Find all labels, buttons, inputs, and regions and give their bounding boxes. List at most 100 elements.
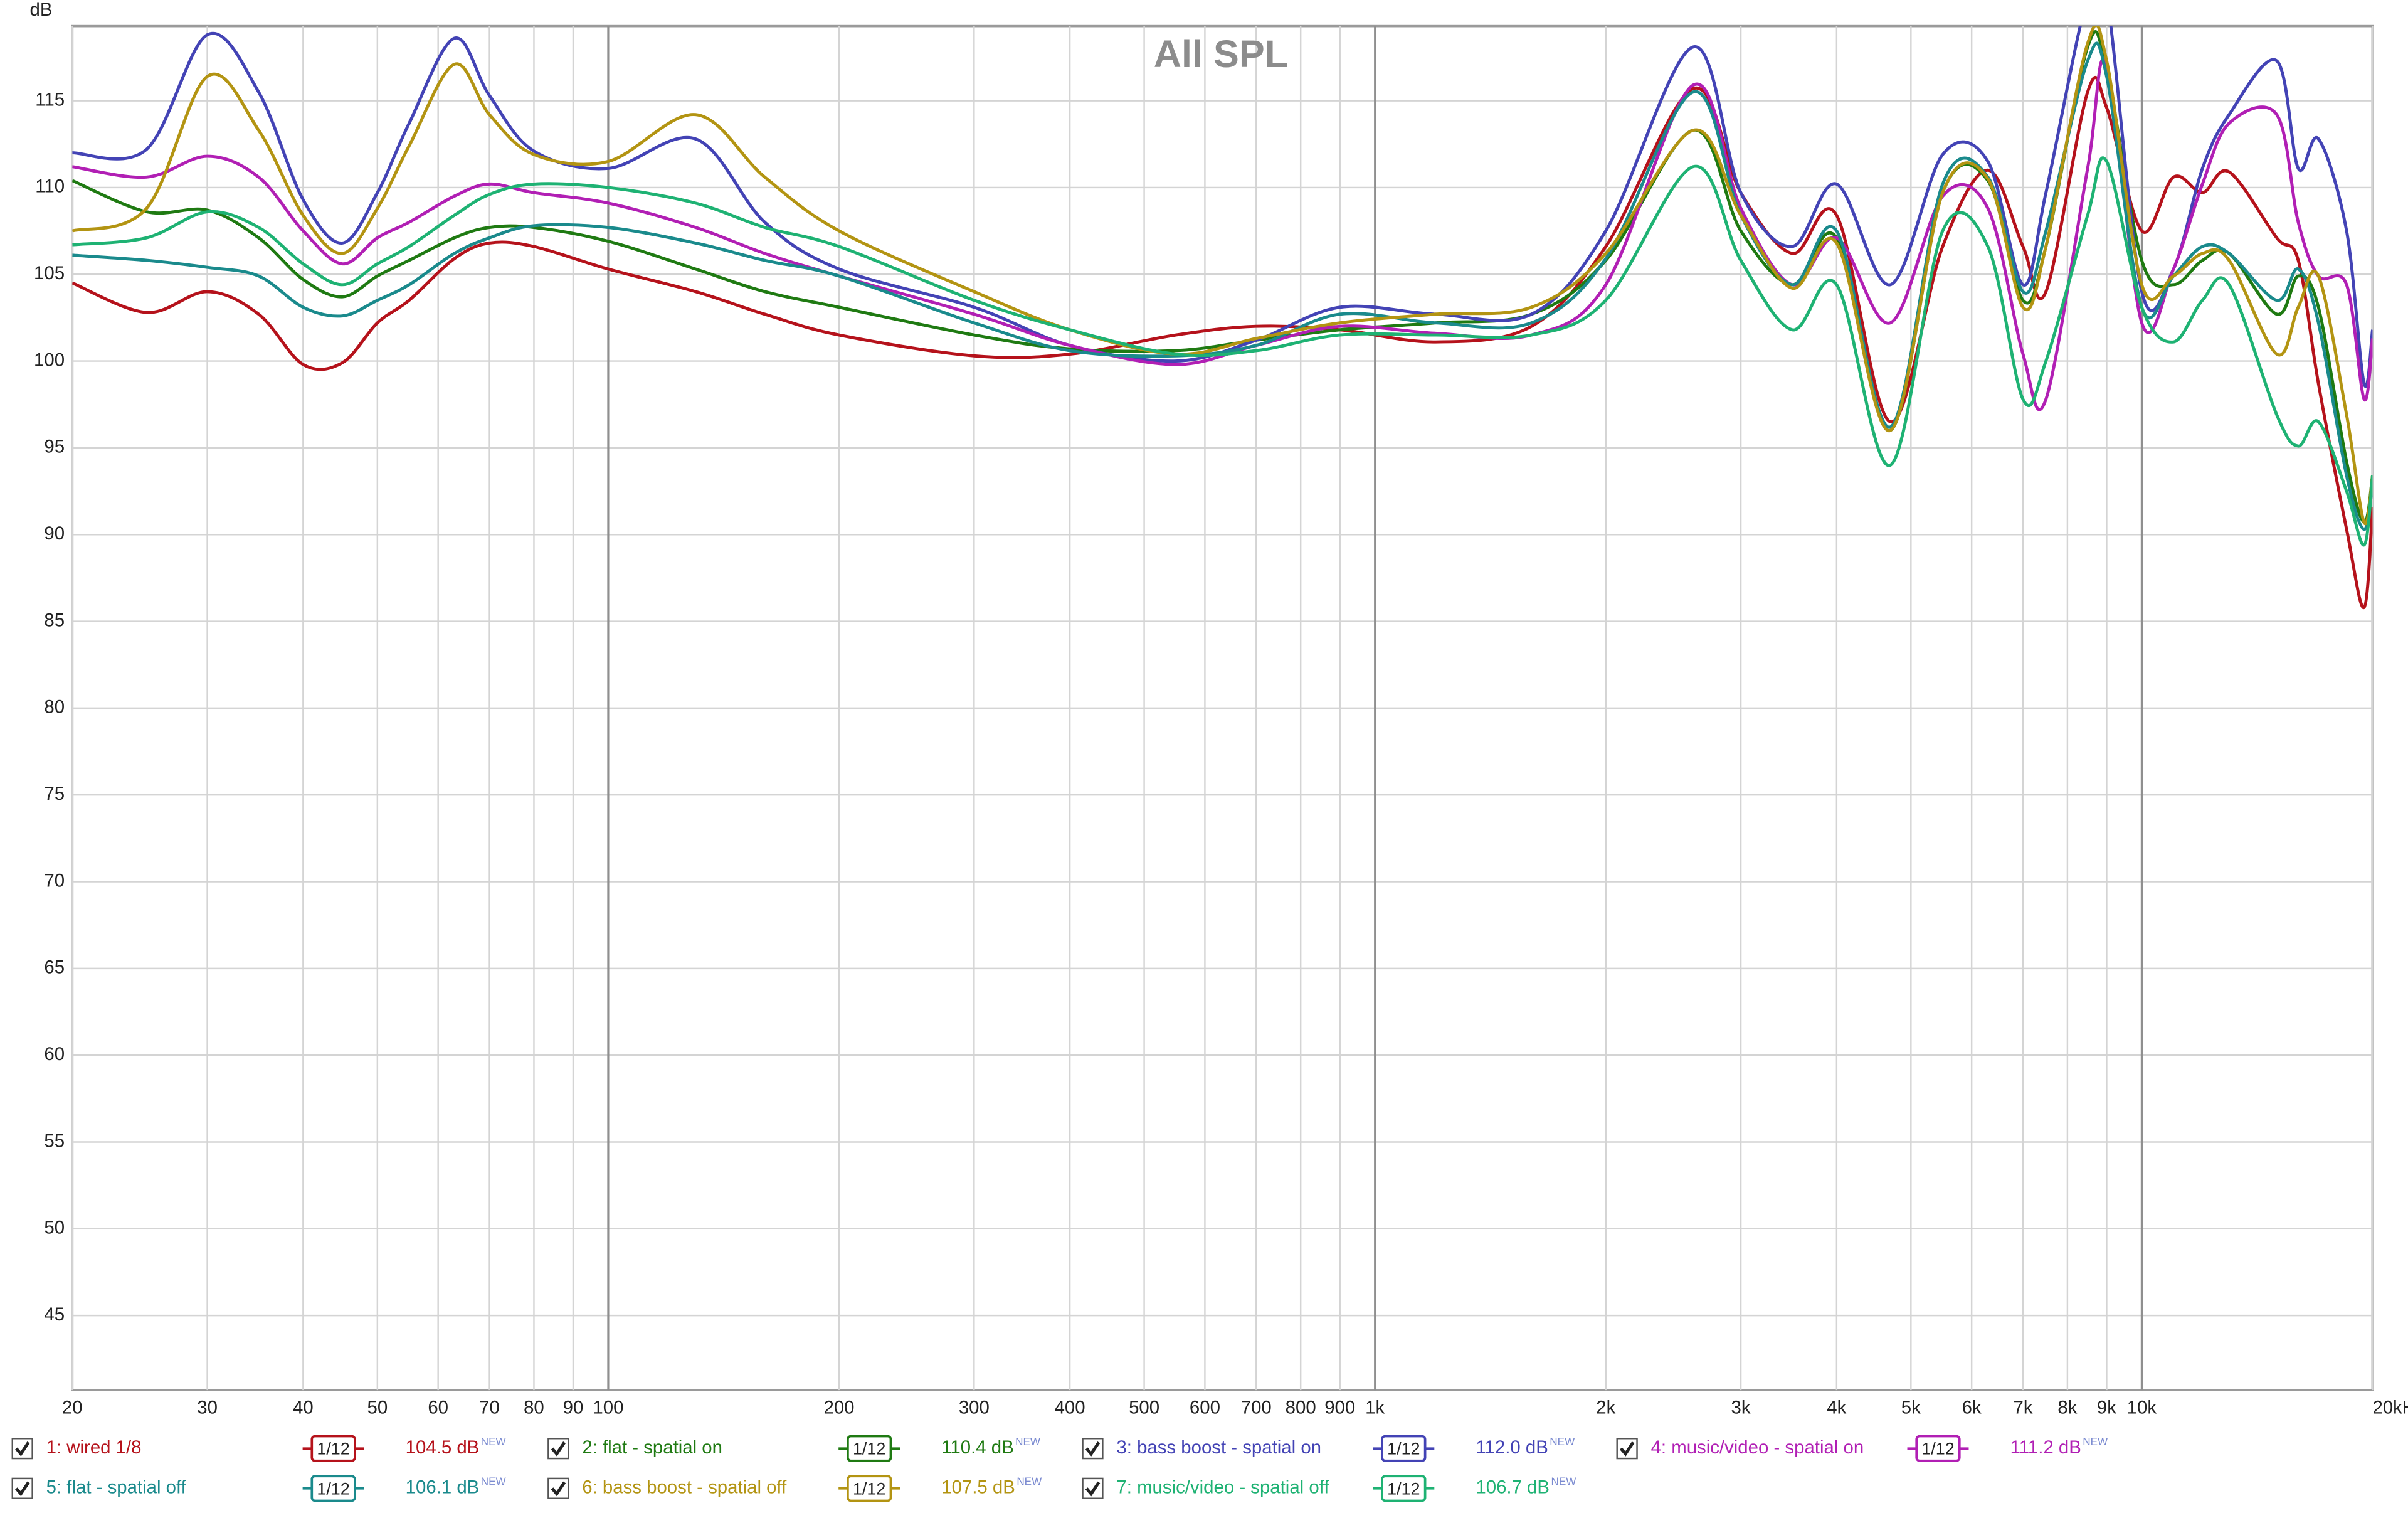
legend: 1: wired 1/8 1/12 104.5 dB NEW 2: flat - spa… — [11, 1435, 2108, 1502]
legend-level: 106.1 dB — [406, 1477, 480, 1498]
y-tick-label: 90 — [44, 523, 65, 544]
legend-item: 5: flat - spatial off 1/12 106.1 dB NEW — [11, 1475, 507, 1502]
legend-checkbox[interactable] — [547, 1438, 569, 1460]
x-tick-label: 200 — [824, 1397, 855, 1418]
smoothing-label: 1/12 — [1921, 1440, 1954, 1458]
x-tick-label: 700 — [1241, 1397, 1272, 1418]
legend-checkbox[interactable] — [1082, 1438, 1104, 1460]
x-tick-label: 10k — [2127, 1397, 2157, 1418]
x-tick-label: 6k — [1962, 1397, 1982, 1418]
x-tick-label: 400 — [1055, 1397, 1085, 1418]
y-tick-label: 75 — [44, 783, 65, 804]
legend-level: 112.0 dB — [1476, 1437, 1548, 1458]
x-tick-label: 90 — [563, 1397, 584, 1418]
y-tick-label: 50 — [44, 1218, 65, 1238]
y-unit: dB — [30, 0, 53, 20]
smoothing-box[interactable] — [310, 1435, 356, 1462]
x-tick-label: 60 — [428, 1397, 448, 1418]
x-tick-label: 8k — [2057, 1397, 2077, 1418]
legend-checkbox[interactable] — [547, 1477, 569, 1499]
smoothing-label: 1/12 — [1387, 1440, 1420, 1458]
x-tick-label: 1k — [1365, 1397, 1385, 1418]
x-tick-label: 20 — [62, 1397, 83, 1418]
legend-check — [1619, 1441, 1635, 1457]
legend-level: 111.2 dB — [2010, 1437, 2081, 1458]
x-tick-label: 600 — [1190, 1397, 1220, 1418]
legend-name: 1: wired 1/8 — [46, 1437, 142, 1458]
x-tick-label: 3k — [1731, 1397, 1751, 1418]
legend-check — [15, 1441, 30, 1457]
legend-item: 3: bass boost - spatial on 1/12 112.0 dB NE… — [1082, 1435, 1575, 1462]
legend-name: 5: flat - spatial off — [46, 1477, 187, 1498]
x-tick-label: 300 — [959, 1397, 990, 1418]
y-tick-label: 110 — [35, 176, 65, 197]
legend-check — [15, 1481, 30, 1497]
x-tick-label: 70 — [479, 1397, 500, 1418]
legend-badge: NEW — [1551, 1475, 1576, 1488]
smoothing-box[interactable] — [847, 1435, 892, 1462]
x-tick-label: 20kHz — [2372, 1397, 2408, 1418]
legend-badge: NEW — [2083, 1435, 2108, 1448]
smoothing-box[interactable] — [847, 1475, 892, 1502]
legend-check — [551, 1481, 566, 1497]
legend-checkbox[interactable] — [11, 1477, 33, 1499]
series-line — [72, 57, 2373, 411]
smoothing-box[interactable] — [1915, 1435, 1961, 1462]
legend-item: 4: music/video - spatial on 1/12 111.2 dB N… — [1616, 1435, 2108, 1462]
y-tick-label: 105 — [34, 263, 65, 284]
y-tick-label: 60 — [44, 1044, 65, 1064]
x-tick-label: 2k — [1596, 1397, 1615, 1418]
legend-name: 7: music/video - spatial off — [1116, 1477, 1329, 1498]
smoothing-box[interactable] — [1381, 1475, 1427, 1502]
legend-check — [551, 1441, 566, 1457]
series-line — [72, 41, 2373, 531]
legend-badge: NEW — [1015, 1435, 1041, 1448]
y-tick-label: 55 — [44, 1130, 65, 1151]
smoothing-label: 1/12 — [853, 1479, 885, 1498]
series-line — [72, 26, 2373, 526]
legend-name: 2: flat - spatial on — [582, 1437, 722, 1458]
legend-name: 4: music/video - spatial on — [1651, 1437, 1864, 1458]
y-tick-label: 115 — [35, 89, 65, 110]
smoothing-label: 1/12 — [853, 1440, 885, 1458]
legend-item: 6: bass boost - spatial off 1/12 107.5 dB N… — [547, 1475, 1042, 1502]
x-tick-label: 50 — [367, 1397, 388, 1418]
x-tick-label: 9k — [2097, 1397, 2116, 1418]
smoothing-label: 1/12 — [317, 1440, 349, 1458]
smoothing-label: 1/12 — [1387, 1479, 1420, 1498]
y-tick-label: 85 — [44, 610, 65, 630]
grid: 45 50 55 60 65 70 75 80 85 90 95 100 105 110 115 20 30 40… — [34, 26, 2408, 1418]
y-tick-label: 70 — [44, 870, 65, 891]
smoothing-box[interactable] — [310, 1475, 356, 1502]
legend-badge: NEW — [1550, 1435, 1575, 1448]
series-line — [72, 156, 2373, 547]
x-tick-label: 900 — [1324, 1397, 1355, 1418]
legend-name: 6: bass boost - spatial off — [582, 1477, 787, 1498]
x-tick-label: 80 — [524, 1397, 544, 1418]
legend-checkbox[interactable] — [1082, 1477, 1104, 1499]
y-tick-label: 80 — [44, 697, 65, 718]
legend-checkbox[interactable] — [1616, 1438, 1638, 1460]
legend-item: 1: wired 1/8 1/12 104.5 dB NEW — [11, 1435, 507, 1462]
legend-badge: NEW — [481, 1435, 507, 1448]
x-tick-label: 7k — [2013, 1397, 2032, 1418]
smoothing-box[interactable] — [1381, 1435, 1427, 1462]
x-tick-label: 500 — [1129, 1397, 1159, 1418]
legend-level: 106.7 dB — [1476, 1477, 1550, 1498]
legend-badge: NEW — [1017, 1475, 1042, 1488]
legend-name: 3: bass boost - spatial on — [1116, 1437, 1321, 1458]
y-tick-label: 45 — [44, 1304, 65, 1325]
legend-level: 110.4 dB — [941, 1437, 1013, 1458]
y-tick-label: 100 — [34, 349, 65, 370]
legend-level: 107.5 dB — [941, 1477, 1015, 1498]
x-tick-label: 5k — [1901, 1397, 1921, 1418]
legend-check — [1085, 1441, 1101, 1457]
x-tick-label: 40 — [293, 1397, 314, 1418]
y-tick-label: 95 — [44, 437, 65, 457]
chart-title: All SPL — [1154, 33, 1288, 75]
x-tick-label: 4k — [1827, 1397, 1846, 1418]
x-tick-label: 800 — [1286, 1397, 1316, 1418]
legend-checkbox[interactable] — [11, 1438, 33, 1460]
